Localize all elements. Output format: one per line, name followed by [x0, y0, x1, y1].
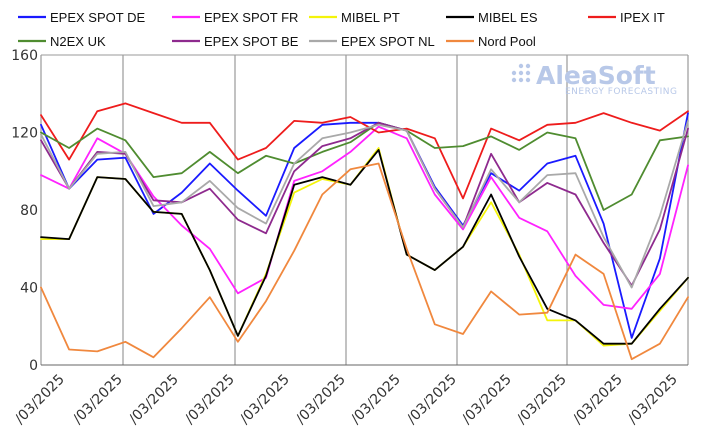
logo-dots-icon	[511, 63, 531, 83]
x-tick-label: /03/2025	[182, 372, 238, 428]
x-tick-label: /03/2025	[293, 372, 349, 428]
x-tick-label: /03/2025	[404, 372, 460, 428]
series-line-n2ex-uk	[40, 121, 689, 211]
series-line-epex-spot-nl	[40, 120, 689, 289]
y-tick-label: 40	[20, 281, 38, 297]
x-tick-label: /03/2025	[348, 372, 404, 428]
x-tick-label: /03/2025	[459, 372, 515, 428]
y-tick-label: 80	[20, 203, 38, 219]
watermark-tagline: ENERGY FORECASTING	[565, 87, 677, 97]
y-tick-label: 160	[11, 48, 38, 64]
watermark-logo: AleaSoft ENERGY FORECASTING	[511, 61, 677, 97]
series-line-nord-pool	[40, 162, 689, 361]
legend: EPEX SPOT DE EPEX SPOT FR MIBEL PT MIBEL ES…	[18, 10, 665, 49]
y-tick-label: 120	[11, 126, 38, 142]
x-tick-label: /03/2025	[570, 372, 626, 428]
legend-label: IPEX IT	[620, 10, 665, 25]
legend-label: MIBEL PT	[341, 10, 400, 25]
x-tick-label: /03/2025	[12, 372, 68, 428]
x-tick-label: /03/2025	[237, 372, 293, 428]
legend-label: MIBEL ES	[478, 10, 538, 25]
series-line-ipex-it	[40, 102, 689, 200]
series-lines	[40, 102, 689, 361]
series-line-mibel-es	[40, 148, 689, 345]
grid	[40, 54, 689, 365]
legend-label: EPEX SPOT NL	[341, 34, 435, 49]
legend-label: EPEX SPOT FR	[204, 10, 298, 25]
x-tick-label: /03/2025	[625, 372, 681, 428]
axes: 0 40 80 120 160/03/2025/03/2025/03/2025/03/2…	[11, 48, 688, 427]
series-line-epex-spot-fr	[40, 125, 689, 310]
series-line-epex-spot-de	[40, 112, 689, 339]
legend-label: EPEX SPOT BE	[204, 34, 299, 49]
legend-label: Nord Pool	[478, 34, 536, 49]
watermark-brand: AleaSoft	[536, 61, 656, 90]
y-tick-label: 0	[29, 358, 38, 374]
legend-label: EPEX SPOT DE	[50, 10, 145, 25]
series-line-epex-spot-be	[40, 121, 689, 287]
x-tick-label: /03/2025	[70, 372, 126, 428]
legend-label: N2EX UK	[50, 34, 106, 49]
x-tick-label: /03/2025	[514, 372, 570, 428]
x-tick-label: /03/2025	[126, 372, 182, 428]
